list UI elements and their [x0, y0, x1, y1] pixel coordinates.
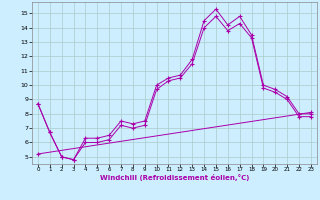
X-axis label: Windchill (Refroidissement éolien,°C): Windchill (Refroidissement éolien,°C) [100, 174, 249, 181]
